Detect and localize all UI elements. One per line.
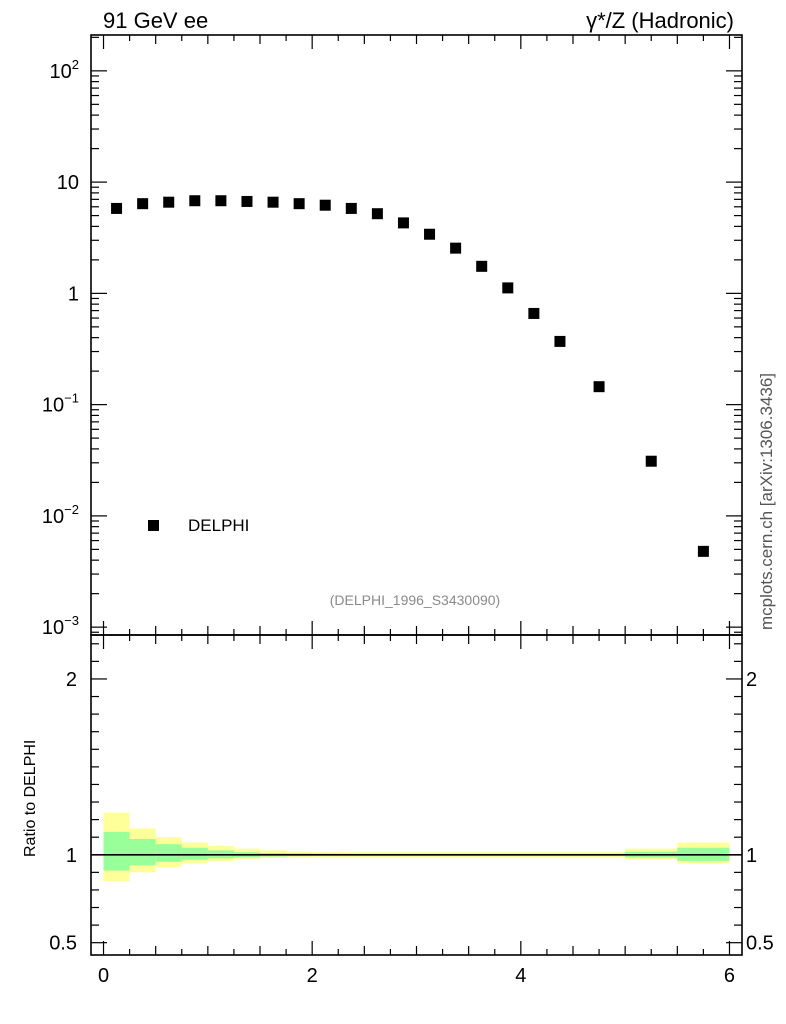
side-watermark-label: mcplots.cern.ch [arXiv:1306.3436] (757, 372, 776, 630)
delphi-data-series (111, 195, 709, 557)
data-point-16 (528, 307, 540, 319)
reference-analysis-label: (DELPHI_1996_S3430090) (329, 592, 501, 608)
ratio-axis-label: Ratio to DELPHI (22, 739, 39, 857)
ratio-band-statistical-bin-1 (129, 838, 156, 866)
ratio-uncertainty-bands (103, 812, 730, 882)
data-point-1 (137, 198, 149, 210)
y-tick-label-ratio-left-1: 1 (66, 845, 77, 867)
data-point-4 (215, 195, 227, 207)
data-point-6 (267, 196, 279, 208)
data-point-12 (424, 228, 436, 240)
plot-frames (90, 34, 743, 956)
main-plot-frame (90, 34, 743, 636)
data-point-15 (502, 282, 514, 294)
y-tick-label-main-3: 10−1 (42, 391, 79, 417)
y-tick-label-ratio-left-0: 2 (66, 669, 77, 691)
data-point-0 (111, 202, 123, 214)
legend-label-delphi: DELPHI (188, 516, 250, 535)
ratio-band-statistical-bin-3 (181, 847, 208, 860)
header-left-title: 91 GeV ee (103, 8, 209, 33)
x-tick-label-1: 2 (307, 965, 318, 987)
data-point-7 (293, 198, 305, 210)
x-tick-label-0: 0 (98, 965, 109, 987)
y-tick-label-ratio-right-0: 2 (746, 669, 757, 691)
y-tick-label-ratio-right-1: 1 (746, 845, 757, 867)
x-tick-label-3: 6 (724, 965, 735, 987)
x-tick-label-2: 4 (515, 965, 526, 987)
header-right-title: γ*/Z (Hadronic) (586, 8, 734, 33)
data-point-8 (319, 199, 331, 211)
legend-marker-delphi (148, 520, 159, 531)
y-tick-label-main-4: 10−2 (42, 502, 79, 528)
ratio-plot-frame (90, 634, 743, 956)
y-tick-label-ratio-right-2: 0.5 (746, 933, 774, 955)
data-point-11 (397, 217, 409, 229)
axis-tick-labels: 102 10 1 10−1 10−2 10−3 2 2 1 1 0.5 0.5 0 2 4 6 (42, 57, 774, 987)
data-point-9 (345, 202, 357, 214)
data-point-3 (189, 195, 201, 207)
y-tick-label-main-1: 10 (57, 172, 79, 194)
data-point-5 (241, 195, 253, 207)
data-point-20 (697, 545, 709, 557)
data-point-14 (476, 260, 488, 272)
y-tick-label-main-2: 1 (68, 283, 79, 305)
data-point-10 (371, 208, 383, 220)
data-point-18 (593, 381, 605, 393)
data-point-2 (163, 196, 175, 208)
y-tick-label-main-0: 102 (50, 57, 79, 83)
axis-ticks (91, 35, 742, 955)
ratio-band-statistical-bin-0 (103, 831, 130, 871)
data-point-13 (450, 242, 462, 254)
ratio-band-statistical-bin-2 (155, 844, 182, 862)
data-point-19 (645, 455, 657, 467)
data-point-17 (554, 335, 566, 347)
legend-square (148, 520, 159, 531)
y-tick-label-main-5: 10−3 (42, 613, 79, 639)
y-tick-label-ratio-left-2: 0.5 (49, 933, 77, 955)
